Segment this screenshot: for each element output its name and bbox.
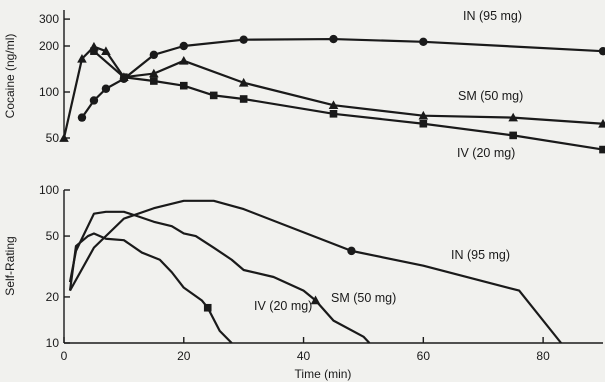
top-point-in-mg bbox=[89, 96, 99, 105]
xtick-label: 60 bbox=[417, 349, 431, 363]
bottom-label-in: IN (95 mg) bbox=[451, 248, 510, 262]
top-point-iv-mg bbox=[150, 77, 158, 85]
bottom-label-iv: IV (20 mg) bbox=[254, 299, 312, 313]
top-ytick-label: 100 bbox=[39, 85, 59, 99]
top-point-in-mg bbox=[419, 37, 428, 47]
bottom-line-sm-mg bbox=[68, 210, 371, 344]
top-point-sm-mg bbox=[59, 133, 69, 142]
top-line-iv-mg bbox=[93, 50, 604, 151]
top-point-in-mg bbox=[598, 46, 605, 56]
top-point-in-mg bbox=[239, 35, 248, 44]
top-point-iv-mg bbox=[509, 131, 517, 140]
bottom-ytick-label: 50 bbox=[46, 229, 60, 243]
top-point-iv-mg bbox=[209, 91, 218, 100]
bottom-line-iv-mg bbox=[68, 232, 233, 344]
top-point-in-mg bbox=[329, 34, 338, 44]
top-point-sm-mg bbox=[149, 68, 159, 78]
top-point-sm-mg bbox=[598, 118, 605, 128]
x-axis-title: Time (min) bbox=[295, 367, 352, 381]
bottom-ytick-label: 20 bbox=[46, 290, 60, 304]
top-y-axis-title: Cocaine (ng/ml) bbox=[3, 34, 17, 119]
top-point-iv-mg bbox=[599, 145, 605, 154]
bottom-y-axis-title: Self-Rating bbox=[3, 236, 17, 295]
top-label-iv: IV (20 mg) bbox=[457, 146, 515, 160]
top-point-iv-mg bbox=[239, 95, 248, 103]
top-point-iv-mg bbox=[329, 110, 338, 118]
top-point-sm-mg bbox=[508, 112, 518, 122]
top-point-in-mg bbox=[101, 84, 111, 93]
top-point-in-mg bbox=[179, 41, 188, 51]
top-ytick-label: 200 bbox=[39, 39, 59, 53]
top-point-iv-mg bbox=[179, 81, 188, 90]
top-ytick-label: 50 bbox=[46, 131, 60, 145]
top-point-iv-mg bbox=[90, 47, 98, 55]
top-point-in-mg bbox=[77, 113, 87, 122]
xtick-label: 40 bbox=[297, 349, 311, 363]
bottom-point-sm-mg bbox=[310, 295, 321, 305]
bottom-label-sm: SM (50 mg) bbox=[331, 291, 396, 305]
top-point-iv-mg bbox=[120, 73, 128, 81]
top-label-in: IN (95 mg) bbox=[463, 9, 522, 23]
top-point-in-mg bbox=[149, 50, 159, 60]
bottom-point-in-mg bbox=[347, 246, 356, 256]
top-point-sm-mg bbox=[238, 77, 249, 87]
xtick-label: 80 bbox=[536, 349, 550, 363]
bottom-ytick-label: 10 bbox=[46, 336, 60, 350]
top-point-sm-mg bbox=[178, 56, 189, 65]
top-point-sm-mg bbox=[328, 100, 339, 110]
xtick-label: 20 bbox=[177, 349, 191, 363]
bottom-ytick-label: 100 bbox=[39, 183, 59, 197]
bottom-line-in-mg bbox=[69, 199, 562, 344]
top-point-iv-mg bbox=[419, 119, 428, 128]
top-point-sm-mg bbox=[418, 110, 429, 120]
top-label-sm: SM (50 mg) bbox=[458, 89, 523, 103]
bottom-point-iv-mg bbox=[203, 303, 212, 312]
top-point-sm-mg bbox=[77, 53, 87, 63]
top-point-sm-mg bbox=[101, 46, 111, 56]
xtick-label: 0 bbox=[61, 349, 68, 363]
top-ytick-label: 300 bbox=[39, 12, 59, 26]
top-line-in-mg bbox=[81, 37, 604, 119]
